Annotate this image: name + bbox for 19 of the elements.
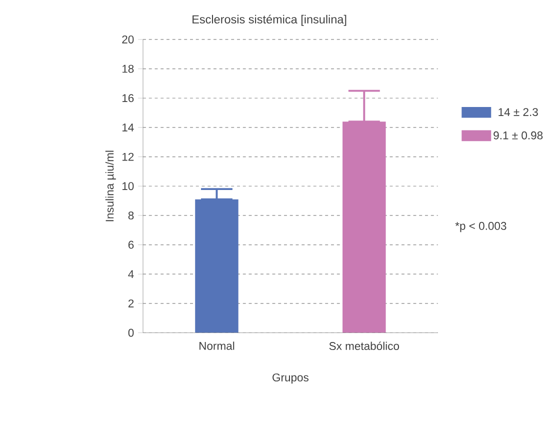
y-tick-label: 0 — [128, 329, 134, 337]
y-tick-label: 20 — [122, 36, 134, 44]
y-tick-label: 12 — [122, 153, 134, 161]
y-tick-label: 8 — [128, 212, 134, 220]
text: *p < 0.003 — [455, 222, 506, 232]
y-tick-label: 2 — [128, 300, 134, 308]
y-tick-label: 10 — [122, 182, 134, 190]
legend-label: 14 ± 2.3 — [498, 108, 538, 116]
legend-label: 9.1 ± 0.98 — [494, 132, 543, 140]
y-axis-title: Insulina µiu/ml — [105, 151, 116, 222]
x-tick-label: Sx metabólico — [329, 342, 400, 350]
y-tick-label: 18 — [122, 65, 134, 74]
y-tick-label: 4 — [128, 270, 134, 278]
chart-title: Esclerosis sistémica [insulina] — [192, 14, 346, 26]
y-tick-label: 16 — [122, 94, 134, 102]
y-tick-label: 14 — [122, 124, 134, 132]
x-tick-label: Normal — [200, 342, 234, 350]
y-tick-label: 6 — [128, 241, 134, 249]
x-axis-title: Grupos — [272, 374, 308, 384]
